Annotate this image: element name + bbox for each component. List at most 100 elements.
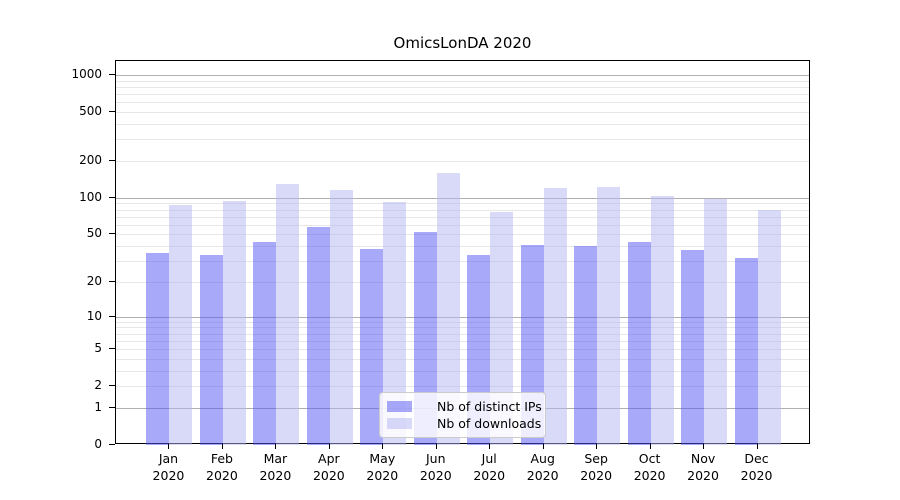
y-gridline-minor-400 [116,124,809,126]
y-gridline-minor-20 [116,281,809,283]
y-tick-label-1000: 1000 [71,67,102,82]
y-gridline-minor-300 [116,139,809,141]
x-tick-label-nov-2020: Nov 2020 [687,451,719,483]
y-gridline-minor-4 [116,358,809,360]
y-tick-label-1: 1 [94,399,102,414]
x-tick-label-jun-2020: Jun 2020 [419,451,452,483]
x-tick-label-sep-2020: Sep 2020 [580,451,613,483]
x-tick-sep-2020 [596,444,598,449]
legend: Nb of distinct IPs Nb of downloads [379,392,546,438]
x-tick-label-oct-2020: Oct 2020 [633,451,666,483]
x-tick-label-dec-2020: Dec 2020 [740,451,773,483]
y-gridline-minor-800 [116,86,809,88]
y-gridline-minor-6 [116,340,809,342]
bar-nb-of-downloads-may-2020 [383,202,407,445]
y-gridline-minor-30 [116,261,809,263]
y-tick-0 [109,444,115,445]
y-gridline-minor-700 [116,94,809,96]
bar-nb-of-downloads-feb-2020 [222,200,246,445]
y-gridline-minor-500 [116,112,809,114]
y-gridline-minor-90 [116,203,809,205]
x-tick-dec-2020 [756,444,758,449]
x-tick-mar-2020 [275,444,277,449]
bar-nb-of-distinct-ips-feb-2020 [199,254,223,445]
y-gridline-minor-40 [116,246,809,248]
y-gridline-minor-3 [116,370,809,372]
x-tick-label-apr-2020: Apr 2020 [312,451,345,483]
y-gridline-minor-2 [116,386,809,388]
bar-nb-of-downloads-nov-2020 [704,198,728,445]
x-tick-label-aug-2020: Aug 2020 [526,451,559,483]
plot-area [115,60,810,445]
x-tick-jul-2020 [489,444,491,449]
y-tick-1000 [109,74,115,76]
bar-nb-of-distinct-ips-nov-2020 [681,250,705,445]
y-gridline-minor-60 [116,224,809,226]
legend-swatch-distinct-ips-icon [387,400,412,412]
y-tick-200 [109,160,115,161]
y-tick-100 [109,196,115,198]
x-tick-nov-2020 [703,444,705,449]
x-tick-label-feb-2020: Feb 2020 [206,451,238,483]
y-tick-label-100: 100 [79,189,102,204]
x-tick-label-jul-2020: Jul 2020 [473,451,506,483]
bar-nb-of-distinct-ips-may-2020 [360,248,384,445]
x-tick-jun-2020 [435,444,437,449]
y-gridline-minor-9 [116,321,809,323]
bar-nb-of-downloads-jul-2020 [490,212,514,445]
legend-item: Nb of distinct IPs [387,399,542,414]
bar-nb-of-distinct-ips-dec-2020 [734,257,758,445]
y-gridline-major-10 [116,316,809,318]
y-gridline-minor-600 [116,102,809,104]
y-gridline-minor-200 [116,161,809,162]
y-tick-label-2: 2 [94,378,102,393]
x-tick-label-may-2020: May 2020 [366,451,399,483]
bar-nb-of-downloads-apr-2020 [329,189,353,445]
y-tick-500 [109,111,115,113]
y-tick-label-5: 5 [94,341,102,356]
y-tick-1 [109,406,115,408]
legend-label: Nb of distinct IPs [437,398,542,414]
x-tick-jan-2020 [168,444,170,449]
y-gridline-minor-80 [116,209,809,211]
y-gridline-minor-50 [116,234,809,236]
bar-nb-of-downloads-jan-2020 [169,204,193,445]
x-tick-label-mar-2020: Mar 2020 [259,451,292,483]
y-tick-20 [109,280,115,282]
bar-nb-of-downloads-aug-2020 [543,188,567,445]
y-gridline-minor-70 [116,216,809,218]
bar-nb-of-distinct-ips-jun-2020 [413,232,437,445]
bar-nb-of-distinct-ips-sep-2020 [574,246,598,445]
bar-nb-of-downloads-oct-2020 [650,195,674,445]
y-tick-label-50: 50 [86,226,102,241]
y-tick-label-500: 500 [79,104,102,119]
x-tick-aug-2020 [542,444,544,449]
bar-nb-of-distinct-ips-oct-2020 [627,242,651,445]
x-tick-may-2020 [382,444,384,449]
x-tick-apr-2020 [328,444,330,449]
y-gridline-major-1000 [116,75,809,77]
y-tick-2 [109,385,115,387]
bar-nb-of-downloads-sep-2020 [597,187,621,445]
y-gridline-minor-900 [116,80,809,82]
x-tick-oct-2020 [649,444,651,449]
x-tick-feb-2020 [221,444,223,449]
y-tick-label-0: 0 [94,437,102,451]
bar-nb-of-distinct-ips-apr-2020 [306,226,330,445]
y-tick-label-20: 20 [86,273,102,288]
x-tick-label-jan-2020: Jan 2020 [152,451,185,483]
y-gridline-major-100 [116,197,809,199]
bar-nb-of-downloads-dec-2020 [757,210,781,445]
chart-title: OmicsLonDA 2020 [393,34,532,52]
y-tick-50 [109,233,115,235]
y-gridline-minor-5 [116,349,809,351]
legend-item: Nb of downloads [387,416,541,431]
bar-nb-of-distinct-ips-jan-2020 [146,253,170,445]
y-tick-label-10: 10 [86,308,102,323]
bar-nb-of-downloads-jun-2020 [436,172,460,445]
y-tick-label-200: 200 [79,153,102,167]
bar-nb-of-downloads-mar-2020 [276,183,300,445]
legend-label: Nb of downloads [437,416,542,432]
legend-swatch-downloads-icon [387,418,412,430]
